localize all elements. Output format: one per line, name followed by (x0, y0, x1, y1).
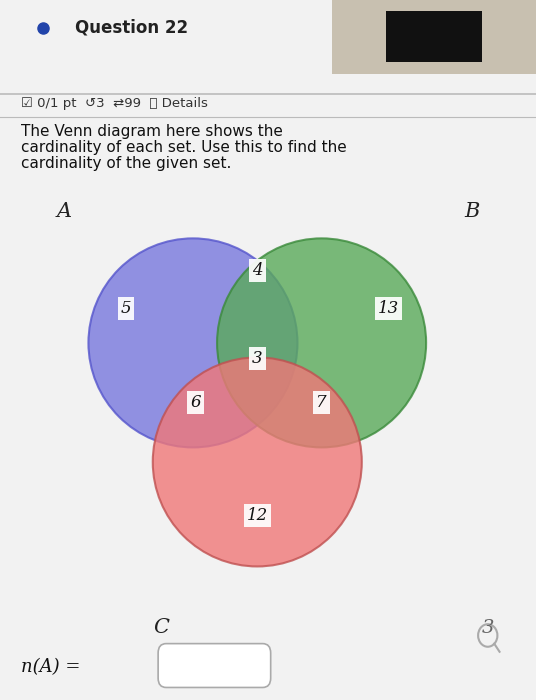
Text: ☑ 0/1 pt  ↺3  ⇄99  ⓘ Details: ☑ 0/1 pt ↺3 ⇄99 ⓘ Details (21, 97, 209, 110)
Text: The Venn diagram here shows the: The Venn diagram here shows the (21, 124, 284, 139)
FancyBboxPatch shape (158, 643, 271, 687)
Text: 3: 3 (481, 619, 494, 637)
Text: 12: 12 (247, 507, 268, 524)
FancyBboxPatch shape (386, 11, 482, 62)
Text: 4: 4 (252, 262, 263, 279)
Ellipse shape (153, 358, 362, 566)
FancyBboxPatch shape (332, 0, 536, 74)
Text: 5: 5 (121, 300, 131, 317)
Text: cardinality of each set. Use this to find the: cardinality of each set. Use this to fin… (21, 140, 347, 155)
Text: 13: 13 (378, 300, 399, 317)
Text: 7: 7 (316, 394, 327, 411)
Text: Question 22: Question 22 (75, 19, 188, 37)
Text: 3: 3 (252, 350, 263, 367)
Text: n(A) =: n(A) = (21, 659, 81, 676)
Text: A: A (57, 202, 72, 220)
Text: C: C (153, 619, 169, 638)
Ellipse shape (217, 239, 426, 447)
Text: 6: 6 (190, 394, 201, 411)
Ellipse shape (88, 239, 297, 447)
Text: cardinality of the given set.: cardinality of the given set. (21, 156, 232, 172)
Text: B: B (464, 202, 479, 220)
